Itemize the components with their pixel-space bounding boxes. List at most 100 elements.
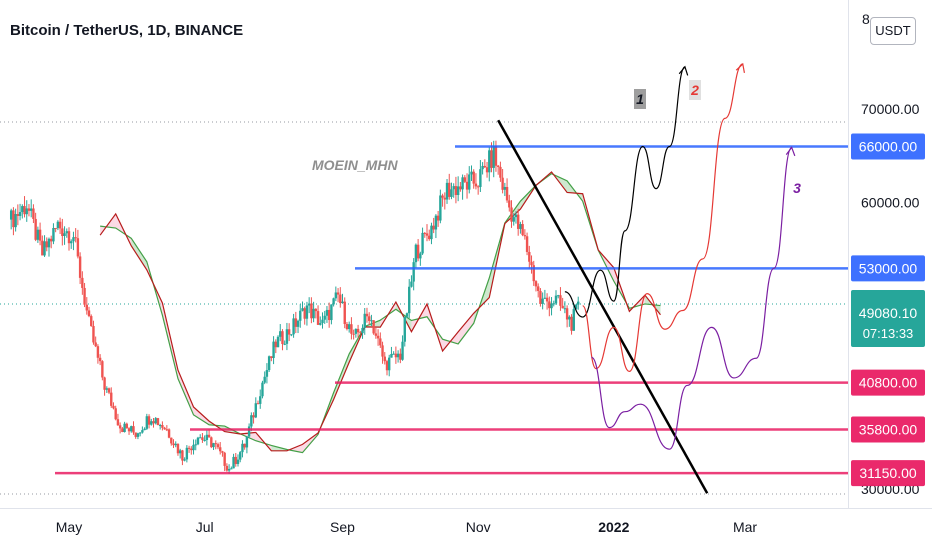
watermark-label: MOEIN_MHN <box>312 157 398 173</box>
x-tick-label: May <box>56 519 82 535</box>
candle-body <box>303 308 306 319</box>
candle-body <box>65 231 68 234</box>
candle-body <box>314 308 318 312</box>
candle-body <box>154 418 157 424</box>
candle-body <box>165 429 169 431</box>
candle-body <box>330 304 333 321</box>
candle-body <box>163 427 166 430</box>
candle-body <box>316 311 320 325</box>
currency-button[interactable]: USDT <box>870 17 916 45</box>
scenario-arrow-2 <box>735 62 746 73</box>
candle-body <box>492 146 495 168</box>
candle-body <box>107 388 111 393</box>
candle-body <box>247 426 251 437</box>
candle-body <box>130 426 133 432</box>
trendline <box>497 119 709 494</box>
candle-body <box>376 335 380 339</box>
candle-body <box>205 434 209 441</box>
candle-body <box>443 197 447 200</box>
candle-body <box>187 447 191 449</box>
x-tick-label: Nov <box>466 519 491 535</box>
ichimoku-span-a <box>100 172 661 454</box>
candle-body <box>456 186 460 196</box>
candle-body <box>127 428 131 432</box>
candle-body <box>494 146 498 166</box>
candle-body <box>292 318 295 335</box>
level-price-label: 53000.00 <box>859 260 918 276</box>
candle-body <box>276 336 280 348</box>
candle-body <box>388 357 391 371</box>
current-price-label: 49080.10 <box>859 305 918 321</box>
candle-body <box>256 403 260 405</box>
candle-body <box>450 189 453 197</box>
candle-body <box>412 262 415 282</box>
candle-body <box>150 421 153 425</box>
candle-body <box>374 333 378 336</box>
candle-body <box>505 186 509 201</box>
candle-body <box>281 331 284 344</box>
candle-body <box>367 316 371 321</box>
candle-body <box>465 181 469 190</box>
candle-body <box>143 428 146 431</box>
candle-body <box>14 214 17 228</box>
candle-body <box>38 229 42 241</box>
candle-body <box>401 341 404 360</box>
candle-body <box>574 304 578 310</box>
candle-body <box>294 318 298 327</box>
candle-body <box>112 405 115 409</box>
candle-body <box>472 171 475 184</box>
candle-body <box>523 235 527 237</box>
candle-body <box>170 437 173 444</box>
candle-body <box>336 292 340 295</box>
ichimoku-cloud-segment <box>131 238 147 270</box>
candle-body <box>559 295 562 306</box>
candle-body <box>421 232 424 254</box>
scenario-1-badge <box>634 89 646 109</box>
scenario-arrow-1 <box>678 65 689 76</box>
candle-body <box>528 251 531 262</box>
candle-body <box>485 167 489 173</box>
candle-body <box>121 428 124 433</box>
candle-body <box>352 333 355 335</box>
candle-body <box>9 210 13 220</box>
candle-body <box>305 305 309 319</box>
y-tick-label: 70000.00 <box>861 101 920 117</box>
candle-body <box>210 437 213 448</box>
candle-body <box>414 244 418 263</box>
candle-body <box>510 207 513 222</box>
candle-body <box>50 238 53 242</box>
candle-body <box>488 150 491 173</box>
candle-body <box>548 301 551 309</box>
candle-body <box>16 214 20 216</box>
candle-body <box>259 396 262 404</box>
candle-body <box>36 229 40 240</box>
candle-body <box>67 231 71 244</box>
candle-body <box>370 320 373 322</box>
candle-body <box>356 328 360 333</box>
candle-body <box>12 210 15 228</box>
candle-body <box>167 429 171 438</box>
candle-body <box>76 238 80 257</box>
candle-body <box>301 308 304 311</box>
candle-body <box>530 261 533 266</box>
ichimoku-cloud-segment <box>333 353 350 400</box>
level-price-label: 66000.00 <box>859 139 918 155</box>
candle-body <box>178 450 182 454</box>
candle-body <box>81 277 84 288</box>
candle-body <box>490 150 493 168</box>
candle-body <box>185 447 189 460</box>
candle-body <box>345 324 349 330</box>
candle-body <box>343 301 346 325</box>
candle-body <box>230 468 233 470</box>
candle-body <box>290 334 293 336</box>
y-tick-label: 60000.00 <box>861 195 920 211</box>
candle-body <box>74 237 77 239</box>
candle-body <box>21 206 24 213</box>
candle-body <box>192 444 195 451</box>
candle-body <box>96 346 100 358</box>
candle-body <box>307 303 311 306</box>
candle-body <box>234 456 237 464</box>
candle-body <box>550 303 553 309</box>
